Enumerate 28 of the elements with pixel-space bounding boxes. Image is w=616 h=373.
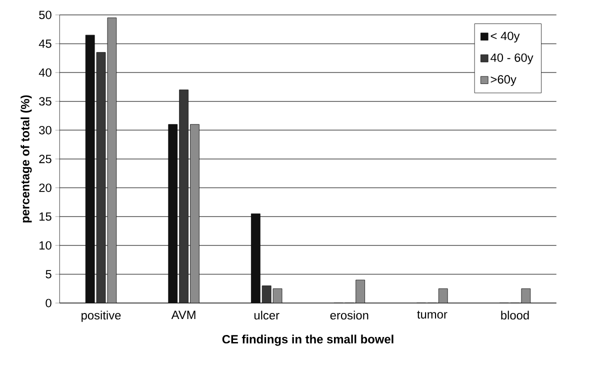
y-tick-label: 30 [39,126,52,135]
y-tick-label: 20 [39,184,52,192]
x-tick-label: blood [501,310,529,320]
y-tick-label: 35 [39,97,52,106]
y-tick-label: 40 [38,68,52,77]
x-axis-title: CE findings in the small bowel [222,334,394,346]
bar [179,90,188,304]
x-tick-label: ulcer [254,310,280,320]
y-tick-label: 45 [38,40,52,48]
legend-label: < 40y [490,32,520,43]
legend-label: 40 - 60y [490,54,534,64]
bar [262,286,272,304]
bar [251,214,260,304]
y-tick-label: 25 [39,154,52,164]
y-tick-label: 5 [46,270,52,279]
y-axis-title: percentage of total (%) [20,96,32,223]
bar [168,124,178,304]
x-tick-label: erosion [330,310,368,320]
x-tick-label: positive [82,310,121,322]
y-tick-label: 0 [46,299,52,308]
x-tick-label: AVM [171,310,196,320]
x-tick-label: tumor [417,310,448,319]
bar [356,280,365,304]
y-tick-label: 50 [39,10,52,20]
legend-label: >60y [490,75,516,86]
y-tick-label: 10 [40,241,52,250]
y-tick-label: 15 [40,212,52,221]
bar [190,124,200,304]
